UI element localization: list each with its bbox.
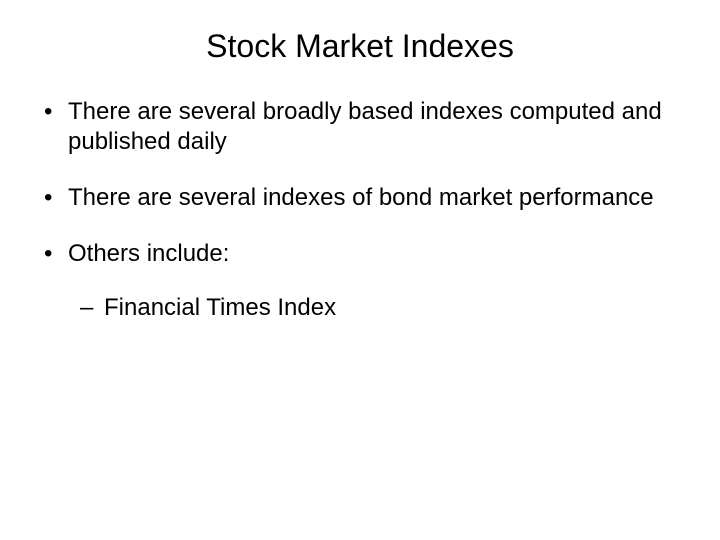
sub-bullet-list: Financial Times Index [68,293,680,323]
bullet-list: There are several broadly based indexes … [40,97,680,323]
bullet-item: There are several indexes of bond market… [40,183,680,213]
slide: Stock Market Indexes There are several b… [0,0,720,540]
bullet-text: There are several indexes of bond market… [68,184,654,211]
bullet-text: Others include: [68,240,229,267]
bullet-item: There are several broadly based indexes … [40,97,680,157]
bullet-text: There are several broadly based indexes … [68,98,662,155]
bullet-item: Others include: Financial Times Index [40,239,680,323]
slide-title: Stock Market Indexes [40,28,680,65]
sub-bullet-text: Financial Times Index [104,294,336,321]
sub-bullet-item: Financial Times Index [80,293,680,323]
